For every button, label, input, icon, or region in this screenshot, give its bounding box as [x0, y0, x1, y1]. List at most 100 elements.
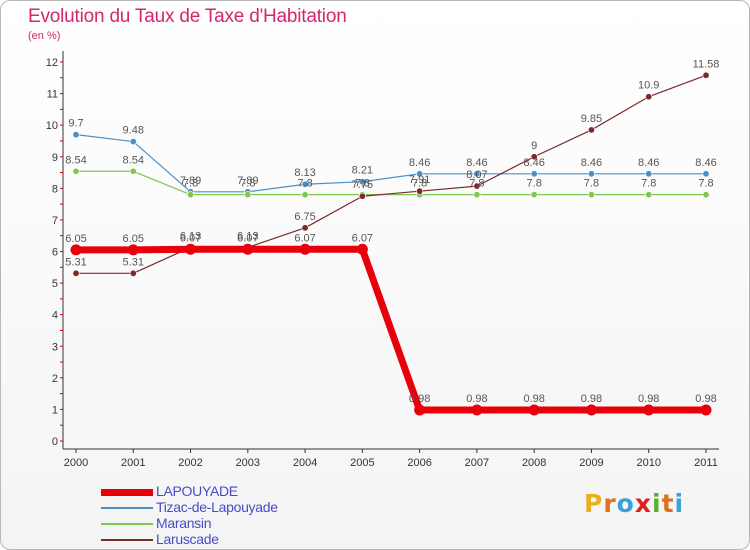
data-label: 5.31 — [123, 256, 144, 268]
data-point — [530, 153, 538, 161]
data-label: 5.31 — [65, 256, 86, 268]
data-label: 9 — [531, 140, 537, 152]
x-tick-label: 2010 — [636, 457, 660, 469]
y-tick-label: 5 — [52, 278, 58, 290]
x-tick-label: 2007 — [465, 457, 489, 469]
data-point — [70, 244, 82, 256]
data-point — [72, 167, 80, 175]
data-point — [702, 71, 710, 79]
logo-letter: o — [616, 489, 635, 518]
x-tick-label: 2008 — [522, 457, 546, 469]
data-label: 7.8 — [183, 178, 198, 190]
data-point — [473, 182, 481, 190]
x-tick-label: 2000 — [64, 457, 88, 469]
data-label: 0.98 — [695, 393, 716, 405]
data-label: 6.05 — [123, 233, 144, 245]
data-point — [473, 191, 481, 199]
data-label: 9.7 — [68, 118, 83, 130]
data-point — [72, 269, 80, 277]
data-point — [702, 170, 710, 178]
data-label: 8.46 — [409, 157, 430, 169]
data-label: 8.46 — [523, 157, 544, 169]
data-label: 6.07 — [237, 232, 258, 244]
data-point — [414, 404, 426, 416]
data-label: 0.98 — [466, 393, 487, 405]
data-point — [585, 404, 597, 416]
data-label: 6.07 — [180, 232, 201, 244]
data-point — [301, 224, 309, 232]
data-label: 6.07 — [352, 232, 373, 244]
data-point — [530, 191, 538, 199]
data-label: 7.8 — [297, 178, 312, 190]
data-point — [645, 191, 653, 199]
data-point — [645, 170, 653, 178]
data-point — [187, 191, 195, 199]
y-tick-label: 1 — [52, 404, 58, 416]
data-label: 11.58 — [693, 58, 720, 70]
data-label: 7.8 — [584, 178, 599, 190]
data-point — [301, 180, 309, 188]
data-label: 0.98 — [581, 393, 602, 405]
series-line-1 — [75, 134, 707, 193]
data-label: 7.8 — [698, 178, 713, 190]
data-point — [129, 269, 137, 277]
x-tick-label: 2001 — [121, 457, 145, 469]
x-tick-label: 2009 — [579, 457, 603, 469]
legend-swatch — [101, 507, 153, 509]
data-point — [244, 191, 252, 199]
data-point — [700, 404, 712, 416]
proxiti-logo: Proxiti — [584, 489, 684, 518]
data-label: 7.8 — [469, 178, 484, 190]
data-point — [129, 167, 137, 175]
series-line-2 — [75, 170, 707, 196]
data-label: 8.46 — [581, 157, 602, 169]
y-tick-label: 11 — [47, 89, 58, 101]
x-tick-label: 2011 — [694, 457, 718, 469]
data-point — [530, 170, 538, 178]
legend-swatch — [101, 488, 153, 496]
chart-subtitle: (en %) — [28, 30, 61, 42]
data-label: 7.91 — [409, 174, 430, 186]
data-point — [358, 192, 366, 200]
data-label: 8.46 — [638, 157, 659, 169]
data-point — [301, 191, 309, 199]
data-label: 8.54 — [123, 154, 144, 166]
data-label: 7.89 — [180, 175, 201, 187]
logo-letter: i — [652, 489, 662, 518]
data-point — [358, 178, 366, 186]
data-label: 7.75 — [352, 179, 373, 191]
data-label: 8.13 — [294, 167, 315, 179]
data-label: 8.46 — [695, 157, 716, 169]
data-point — [645, 93, 653, 101]
logo-letter: i — [674, 489, 685, 518]
data-point — [702, 191, 710, 199]
data-label: 0.98 — [638, 393, 659, 405]
data-point — [127, 244, 139, 256]
data-label: 9.85 — [581, 113, 602, 125]
y-tick-label: 2 — [52, 373, 58, 385]
data-label: 6.13 — [237, 230, 258, 242]
legend-swatch — [101, 539, 153, 541]
data-point — [587, 126, 595, 134]
data-point — [416, 187, 424, 195]
data-label: 0.98 — [523, 393, 544, 405]
y-tick-label: 10 — [46, 120, 58, 132]
data-label: 8.07 — [466, 169, 487, 181]
data-label: 6.05 — [65, 233, 86, 245]
chart-title: Evolution du Taux de Taxe d'Habitation — [28, 6, 347, 27]
data-label: 6.13 — [180, 230, 201, 242]
y-tick-label: 8 — [52, 183, 58, 195]
data-point — [587, 191, 595, 199]
legend-label: LAPOUYADE — [156, 483, 238, 499]
data-label: 7.8 — [240, 178, 255, 190]
y-tick-label: 3 — [52, 341, 58, 353]
y-tick-label: 12 — [46, 57, 58, 69]
data-point — [129, 138, 137, 146]
logo-letter: x — [634, 489, 652, 518]
data-point — [72, 131, 80, 139]
x-tick-label: 2002 — [178, 457, 202, 469]
data-label: 8.54 — [65, 154, 86, 166]
